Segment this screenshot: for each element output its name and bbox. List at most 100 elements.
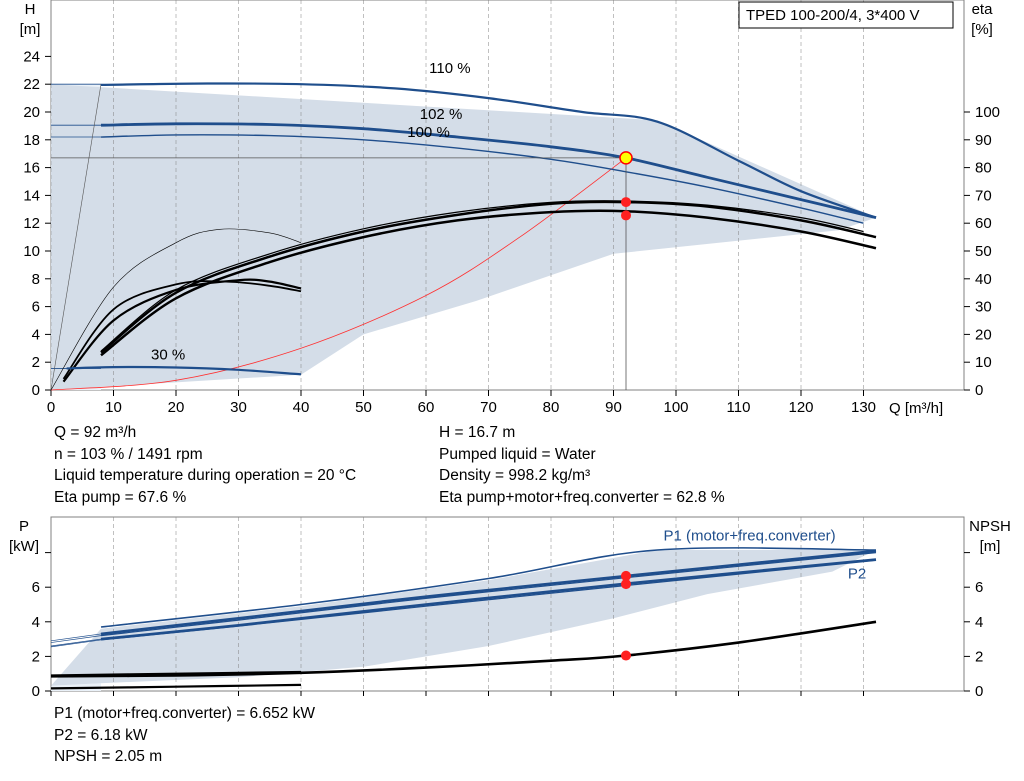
x-tick-label: 100	[663, 399, 688, 416]
head-plot-area: 0 10 20 30 40 50 60 70 80 90 100 110 120 130024681012…	[23, 0, 1000, 416]
x-tick-label: 40	[293, 399, 310, 416]
p-axis-unit: [kW]	[9, 538, 39, 555]
npsh-axis-unit: [m]	[980, 538, 1001, 555]
pump-model-title: TPED 100-200/4, 3*400 V	[746, 7, 919, 24]
density-readout: Density = 998.2 kg/m³	[439, 467, 591, 484]
npsh-tick-label: 2	[975, 648, 983, 665]
speed-curve-label: 110 %	[429, 60, 470, 77]
eta-tick-label: 50	[975, 243, 992, 260]
h-tick-label: 22	[23, 76, 40, 93]
head-curve	[100, 122, 877, 219]
h-tick-label: 8	[32, 271, 40, 288]
h-tick-label: 6	[32, 299, 40, 316]
power-curve-extension	[50, 635, 102, 643]
h-axis-label: H	[25, 1, 36, 18]
eta-curve	[62, 278, 302, 383]
eta-curve	[100, 209, 877, 357]
eta-curve	[100, 200, 877, 354]
q-axis-label: Q [m³/h]	[889, 400, 943, 417]
head-curve	[100, 134, 864, 224]
x-tick-label: 10	[105, 399, 122, 416]
duty-info-right: H = 16.7 m Pumped liquid = Water Density…	[439, 422, 725, 508]
x-tick-label: 110	[727, 399, 751, 416]
eta-pump-readout: Eta pump = 67.6 %	[54, 488, 187, 506]
eta-tick-label: 0	[975, 382, 983, 399]
npsh-tick-label: 0	[975, 683, 983, 700]
power-curve	[100, 558, 877, 641]
head-envelope	[51, 84, 876, 390]
h-tick-label: 24	[23, 48, 40, 65]
eta-tick-label: 40	[975, 271, 992, 288]
speed-readout: n = 103 % / 1491 rpm	[54, 445, 203, 463]
x-tick-label: 90	[605, 399, 622, 416]
npsh-duty-point	[621, 650, 631, 661]
npsh-readout: NPSH = 2.05 m	[54, 748, 163, 765]
h-tick-label: 14	[23, 187, 40, 204]
x-tick-label: 30	[230, 399, 247, 416]
p2-curve-label: P2	[848, 566, 866, 583]
speed-curve-label: 100 %	[407, 124, 450, 141]
eta-tick-label: 30	[975, 299, 992, 316]
npsh-axis-label: NPSH	[969, 518, 1011, 535]
x-tick-label: 0	[47, 399, 55, 416]
h-tick-label: 16	[23, 160, 40, 177]
npsh-curve	[50, 620, 877, 678]
h-tick-label: 2	[32, 354, 40, 371]
temperature-readout: Liquid temperature during operation = 20…	[54, 467, 357, 484]
eta-axis-label: eta	[972, 1, 994, 18]
p-tick-label: 2	[32, 648, 40, 665]
h-axis-unit: [m]	[20, 21, 41, 38]
p-tick-label: 4	[32, 614, 40, 631]
eta-axis-unit: [%]	[971, 21, 993, 38]
eta-tick-label: 20	[975, 326, 992, 343]
eta-duty-point	[621, 210, 631, 221]
head-readout: H = 16.7 m	[439, 424, 516, 441]
h-tick-label: 18	[23, 132, 40, 149]
head-curve	[66, 365, 302, 376]
title-box: TPED 100-200/4, 3*400 V	[738, 1, 954, 29]
power-curve-extension	[50, 638, 102, 647]
x-tick-label: 50	[355, 399, 372, 416]
eta-tick-label: 100	[975, 104, 1000, 121]
x-tick-label: 130	[851, 399, 876, 416]
p1-curve-label: P1 (motor+freq.converter)	[664, 527, 836, 544]
power-duty-point	[621, 570, 631, 581]
speed-curve-label: 30 %	[151, 346, 185, 363]
power-curve	[100, 549, 877, 636]
x-tick-label: 80	[543, 399, 560, 416]
eta-tick-label: 80	[975, 160, 992, 177]
h-tick-label: 4	[32, 326, 40, 343]
h-tick-label: 10	[23, 243, 40, 260]
power-duty-point	[621, 579, 631, 590]
power-curve-extension	[50, 639, 102, 648]
power-plot-area: 0 2 4 6 0 2 4 6 P1 (motor+freq.converter) P2	[32, 517, 983, 700]
eta-tick-label: 60	[975, 215, 992, 232]
min-flow-line	[50, 84, 102, 391]
p-tick-label: 0	[32, 683, 40, 700]
liquid-readout: Pumped liquid = Water	[439, 445, 596, 463]
p-tick-label: 6	[32, 579, 40, 596]
eta-total-readout: Eta pump+motor+freq.converter = 62.8 %	[439, 488, 725, 506]
eta-tick-label: 70	[975, 187, 992, 204]
eta-curve	[62, 280, 302, 380]
eta-duty-point	[621, 197, 631, 208]
eta-curve	[50, 228, 302, 391]
eta-tick-label: 10	[975, 354, 992, 371]
power-curve	[100, 552, 877, 637]
p2-readout: P2 = 6.18 kW	[54, 726, 148, 744]
power-info: P1 (motor+freq.converter) = 6.652 kW P2 …	[54, 703, 315, 768]
duty-info-left: Q = 92 m³/h n = 103 % / 1491 rpm Liquid …	[54, 422, 356, 508]
head-curve	[100, 82, 877, 219]
x-tick-label: 120	[788, 399, 813, 416]
x-tick-label: 70	[480, 399, 497, 416]
system-curve	[50, 157, 627, 391]
power-envelope	[51, 550, 876, 686]
p-axis-label: P	[19, 518, 29, 535]
h-tick-label: 0	[32, 382, 40, 399]
x-tick-label: 20	[168, 399, 185, 416]
p1-envelope-curve	[100, 547, 877, 628]
speed-curve-label: 102 %	[420, 106, 463, 123]
x-tick-label: 60	[418, 399, 435, 416]
flow-readout: Q = 92 m³/h	[54, 424, 137, 441]
